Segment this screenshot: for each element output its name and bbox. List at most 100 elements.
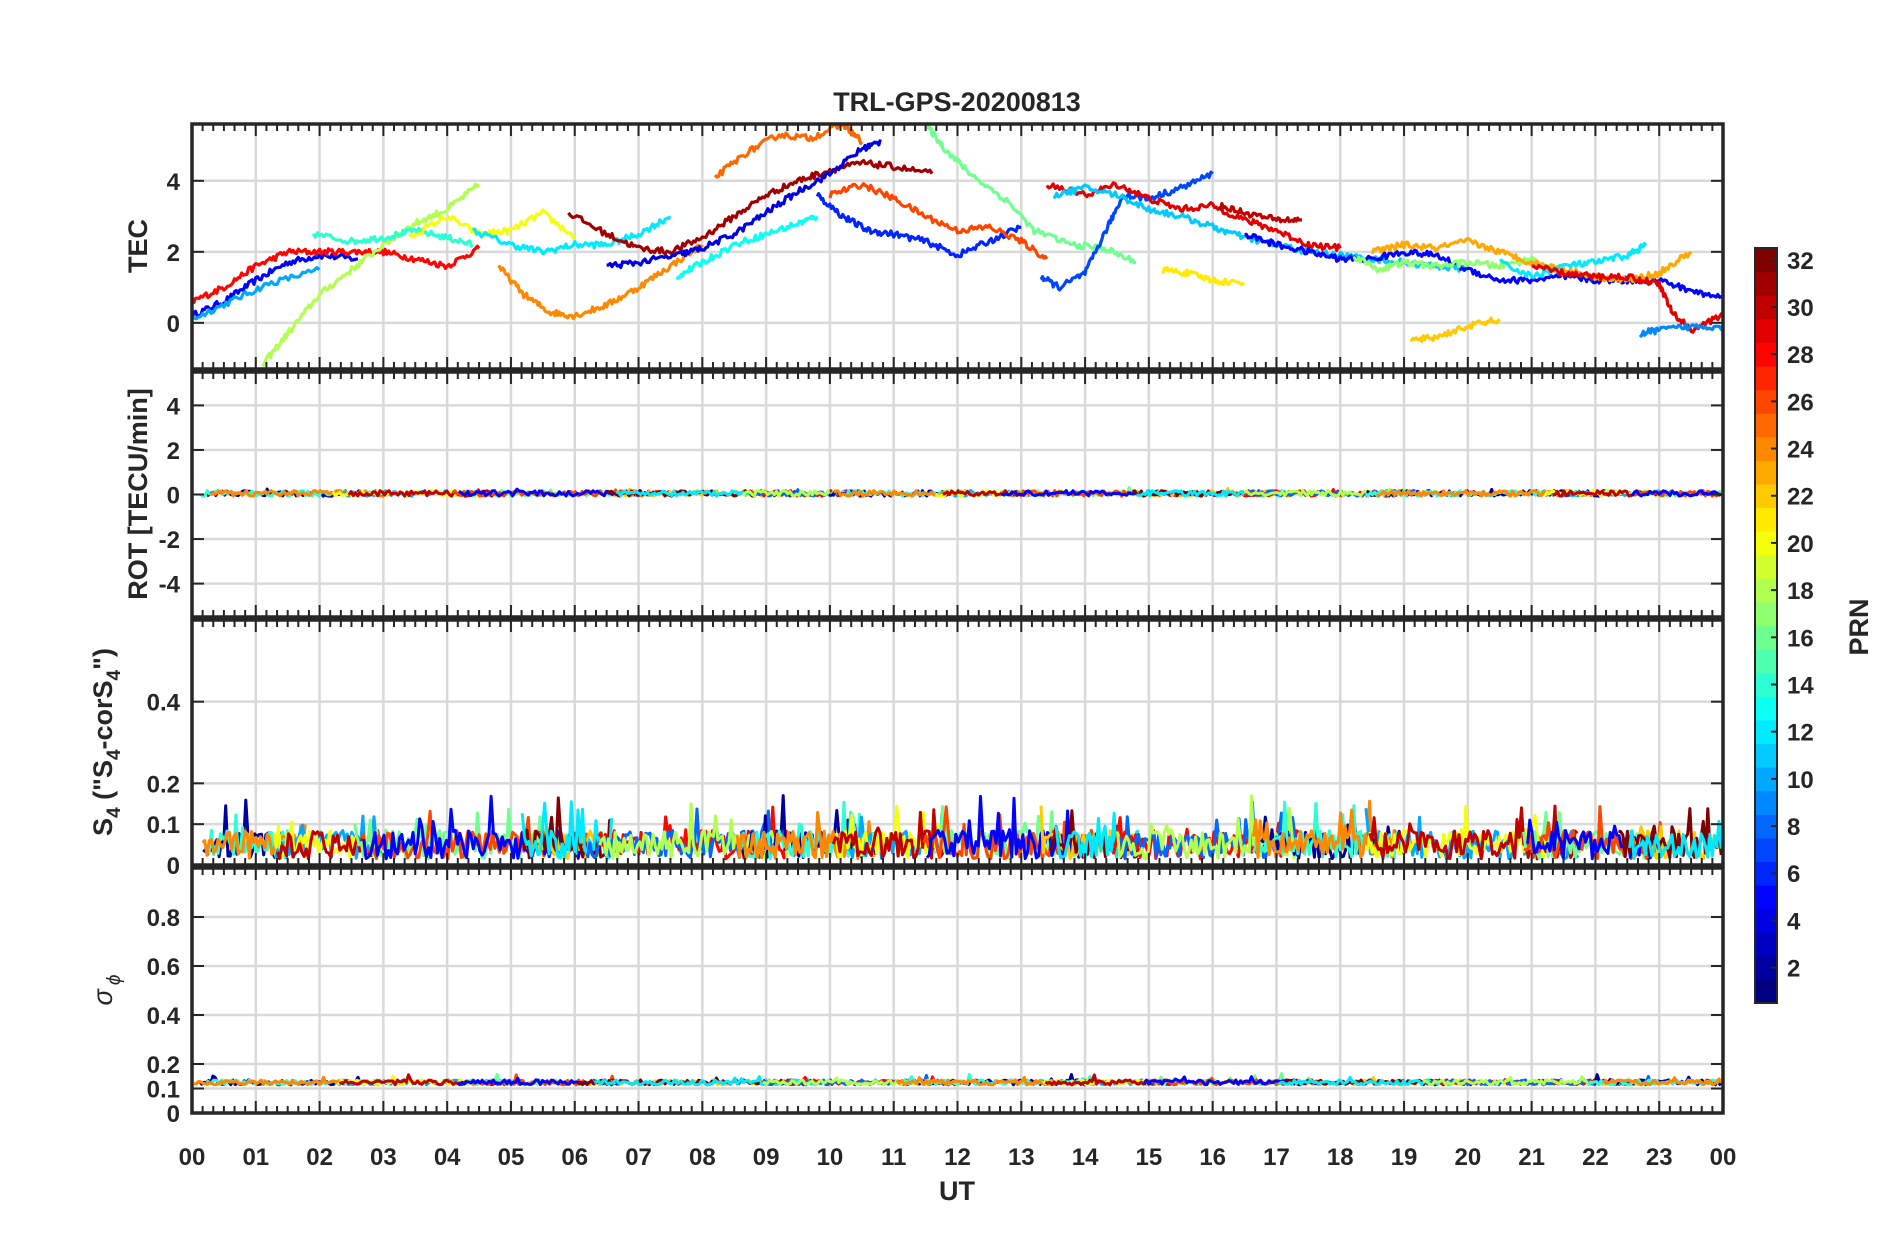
colorbar-swatch bbox=[1755, 885, 1777, 910]
colorbar-swatch bbox=[1755, 672, 1777, 697]
y-tick-label: 0 bbox=[167, 1101, 180, 1128]
s4-series-layer bbox=[201, 794, 1723, 861]
y-tick-label: 0.2 bbox=[147, 1052, 180, 1079]
colorbar-swatch bbox=[1755, 837, 1777, 863]
s4-label-sub2: 4 bbox=[104, 749, 125, 760]
colorbar-tick-label: 32 bbox=[1787, 248, 1814, 275]
s4-label-mid: ("S bbox=[88, 760, 118, 807]
colorbar-swatch bbox=[1755, 767, 1777, 792]
colorbar-swatch bbox=[1755, 413, 1777, 438]
x-tick-label: 02 bbox=[306, 1144, 333, 1171]
colorbar-tick-label: 22 bbox=[1787, 484, 1814, 511]
x-tick-label: 10 bbox=[817, 1144, 844, 1171]
y-axis-label-s4: S4 ("S4-corS4") bbox=[88, 648, 125, 836]
tec-series-prn-25 bbox=[713, 124, 864, 179]
tec-series-prn-21 bbox=[1161, 266, 1245, 286]
colorbar-tick-label: 16 bbox=[1787, 625, 1814, 652]
trace-prn-30 bbox=[1368, 804, 1579, 861]
tec-series-prn-26 bbox=[828, 182, 1049, 260]
y-axis-label-sigma: σϕ bbox=[88, 975, 125, 1006]
x-tick-label: 00 bbox=[1710, 1144, 1737, 1171]
x-tick-label: 08 bbox=[689, 1144, 716, 1171]
panel-frame bbox=[190, 618, 1725, 867]
colorbar-tick-label: 2 bbox=[1787, 956, 1800, 983]
colorbar-label: PRN bbox=[1844, 598, 1874, 655]
y-tick-label: 0.8 bbox=[147, 905, 180, 932]
panel-frame bbox=[190, 122, 1725, 371]
colorbar-swatch bbox=[1755, 932, 1777, 957]
colorbar-swatch bbox=[1755, 979, 1777, 1004]
colorbar-swatch bbox=[1755, 908, 1777, 933]
s4-label-mid2: -corS bbox=[88, 680, 118, 749]
colorbar-swatch bbox=[1755, 625, 1777, 650]
colorbar-swatch bbox=[1755, 507, 1777, 532]
tec-series-prn-4 bbox=[606, 139, 883, 270]
x-tick-label: 03 bbox=[370, 1144, 397, 1171]
y-tick-label: 0.4 bbox=[147, 690, 181, 717]
colorbar-swatch bbox=[1755, 743, 1777, 768]
y-tick-label: 4 bbox=[167, 393, 181, 420]
trace-prn-12 bbox=[1628, 819, 1723, 860]
sigma-series-layer bbox=[193, 1072, 1723, 1087]
trace-prn-30 bbox=[831, 808, 956, 860]
colorbar-frame bbox=[1754, 247, 1778, 1004]
colorbar-swatch bbox=[1755, 271, 1777, 296]
y-axis-label-rot: ROT [TECU/min] bbox=[123, 388, 153, 599]
y-axis-label-tec: TEC bbox=[123, 219, 153, 273]
s4-label-sub1: 4 bbox=[104, 807, 125, 818]
trace-prn-12 bbox=[520, 800, 613, 860]
tec-series-prn-31 bbox=[567, 158, 934, 256]
colorbar-swatch bbox=[1755, 295, 1777, 320]
x-tick-label: 05 bbox=[498, 1144, 525, 1171]
x-tick-label: 16 bbox=[1199, 1144, 1226, 1171]
tec-series-layer bbox=[192, 124, 1723, 368]
tec-series-prn-28 bbox=[192, 244, 481, 305]
x-tick-label: 07 bbox=[625, 1144, 652, 1171]
x-tick-label: 13 bbox=[1008, 1144, 1035, 1171]
x-tick-label: 17 bbox=[1263, 1144, 1290, 1171]
colorbar-tick-label: 12 bbox=[1787, 720, 1814, 747]
s4-label-s: S bbox=[88, 818, 118, 836]
tec-series-prn-13 bbox=[675, 214, 819, 281]
colorbar-tick-label: 28 bbox=[1787, 342, 1814, 369]
x-tick-label: 00 bbox=[179, 1144, 206, 1171]
y-tick-label: -2 bbox=[159, 527, 180, 554]
x-tick-label: 11 bbox=[881, 1144, 906, 1171]
x-tick-label: 14 bbox=[1072, 1144, 1099, 1171]
tec-series-prn-7 bbox=[1039, 170, 1214, 292]
tec-series-prn-18 bbox=[261, 182, 481, 368]
panel-frame bbox=[190, 370, 1725, 619]
x-tick-label: 12 bbox=[944, 1144, 971, 1171]
colorbar-swatch bbox=[1755, 483, 1777, 509]
y-tick-label: 0.1 bbox=[147, 1077, 180, 1104]
colorbar-tick-label: 6 bbox=[1787, 861, 1800, 888]
tec-series-prn-30 bbox=[1218, 201, 1303, 224]
x-axis-label: UT bbox=[939, 1176, 975, 1206]
colorbar-tick-label: 8 bbox=[1787, 814, 1800, 841]
y-tick-label: 2 bbox=[167, 438, 180, 465]
colorbar-swatch bbox=[1755, 460, 1777, 485]
y-tick-label: 0.6 bbox=[147, 954, 180, 981]
colorbar-swatch bbox=[1755, 342, 1777, 367]
y-tick-label: 2 bbox=[167, 240, 180, 267]
y-tick-label: 0.1 bbox=[147, 812, 180, 839]
tec-series-prn-12 bbox=[472, 215, 672, 256]
x-tick-label: 22 bbox=[1582, 1144, 1609, 1171]
colorbar-tick-label: 4 bbox=[1787, 908, 1801, 935]
colorbar-swatch bbox=[1755, 814, 1777, 839]
x-tick-label: 04 bbox=[434, 1144, 461, 1171]
s4-label-sub3: 4 bbox=[104, 669, 125, 680]
s4-label-end: ") bbox=[88, 648, 118, 670]
sigma-label-sub: ϕ bbox=[104, 975, 125, 986]
colorbar-swatch bbox=[1755, 861, 1777, 886]
colorbar-swatch bbox=[1755, 554, 1777, 579]
sigma-label: σ bbox=[88, 987, 118, 1005]
tec-series-prn-10 bbox=[192, 266, 321, 321]
colorbar-swatch bbox=[1755, 365, 1777, 391]
colorbar-swatch bbox=[1755, 955, 1777, 980]
tec-series-prn-22 bbox=[1409, 316, 1501, 343]
x-tick-label: 06 bbox=[561, 1144, 588, 1171]
panel-frame bbox=[190, 866, 1725, 1115]
trace-prn-24 bbox=[1601, 1076, 1723, 1087]
